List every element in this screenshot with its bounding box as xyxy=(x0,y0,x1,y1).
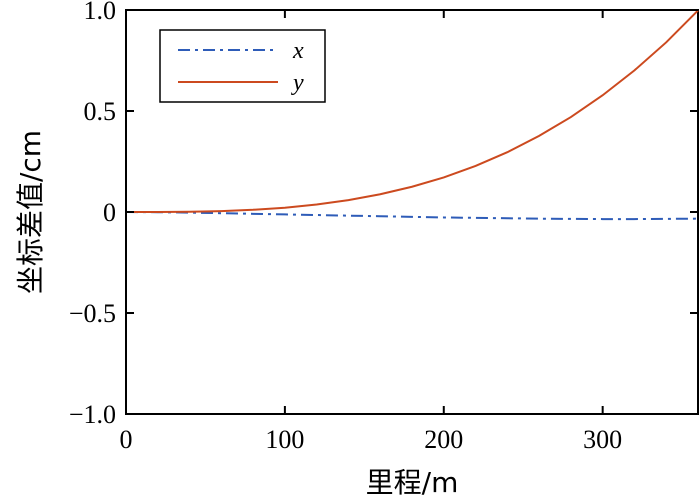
series-line-y xyxy=(125,9,699,213)
legend-box xyxy=(159,29,326,103)
x-axis-title: 里程/m xyxy=(366,466,459,498)
y-tick-label: −0.5 xyxy=(69,299,116,328)
y-tick-label: 0 xyxy=(103,198,116,227)
y-tick-label: −1.0 xyxy=(69,400,116,429)
x-tick-label: 200 xyxy=(424,425,463,454)
legend-label-y: y xyxy=(291,70,304,96)
legend: xy xyxy=(159,29,326,103)
y-axis-title: 坐标差值/cm xyxy=(14,130,47,294)
legend-label-x: x xyxy=(292,38,304,64)
x-tick-label: 0 xyxy=(120,425,133,454)
axes: 0 100 200 300 1.0 0.5 0 −0.5 −1.0 xyxy=(69,0,698,454)
series-layer xyxy=(125,9,699,221)
series-line-x xyxy=(125,211,699,221)
y-tick-label: 0.5 xyxy=(84,97,117,126)
x-tick-label: 100 xyxy=(265,425,304,454)
y-tick-label: 1.0 xyxy=(84,0,117,25)
x-tick-label: 300 xyxy=(583,425,622,454)
